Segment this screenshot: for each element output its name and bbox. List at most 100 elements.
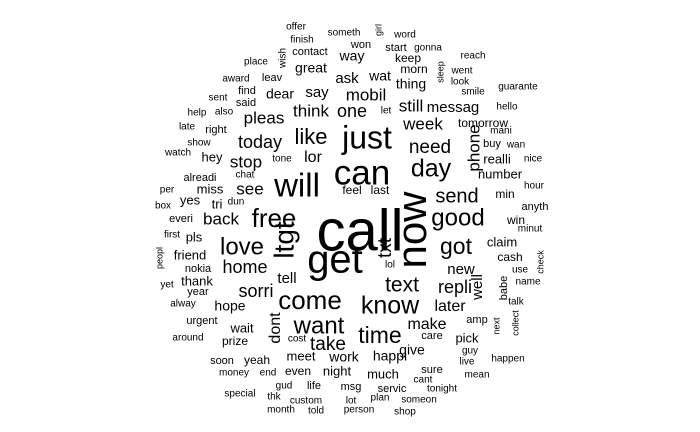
word-time: time — [358, 322, 401, 348]
word-call: call — [316, 198, 403, 263]
word-take: take — [310, 334, 346, 355]
word-yes: yes — [180, 192, 201, 207]
word-lot: lot — [346, 396, 357, 407]
word-servic: servic — [378, 383, 407, 395]
word-someon: someon — [401, 395, 437, 406]
word-won: won — [350, 39, 371, 51]
word-box: box — [155, 201, 171, 212]
word-urgent: urgent — [186, 315, 217, 327]
word-friend: friend — [174, 247, 207, 262]
word-stop: stop — [230, 152, 262, 171]
word-someth: someth — [328, 28, 361, 39]
word-home: home — [222, 257, 267, 277]
word-one: one — [337, 101, 367, 121]
word-back: back — [203, 209, 239, 228]
word-cash: cash — [497, 250, 522, 264]
word-peopl: peopl — [154, 247, 164, 269]
word-first: first — [164, 230, 180, 241]
word-person: person — [344, 405, 375, 416]
word-help: help — [188, 108, 207, 119]
word-tonight: tonight — [427, 384, 457, 395]
word-sorri: sorri — [239, 281, 274, 301]
word-year: year — [187, 286, 209, 298]
word-like: like — [294, 124, 327, 149]
word-msg: msg — [341, 381, 362, 393]
word-hour: hour — [524, 181, 545, 192]
word-hope: hope — [214, 298, 245, 314]
word-think: think — [293, 101, 329, 120]
word-need: need — [409, 137, 451, 158]
word-wat: wat — [368, 68, 391, 84]
word-nokia: nokia — [185, 263, 212, 275]
word-shop: shop — [394, 407, 416, 418]
word-keep: keep — [395, 51, 421, 65]
word-gonna: gonna — [414, 43, 442, 54]
word-get: get — [307, 238, 363, 282]
word-dont: dont — [267, 312, 284, 344]
word-good: good — [431, 204, 484, 231]
word-know: know — [361, 292, 420, 320]
word-send: send — [435, 185, 478, 207]
word-guy: guy — [462, 346, 478, 357]
word-amp: amp — [466, 314, 487, 326]
word-happen: happen — [491, 354, 524, 365]
word-later: later — [434, 298, 466, 315]
word-messag: messag — [427, 99, 480, 116]
word-mobil: mobil — [346, 85, 387, 104]
word-claim: claim — [487, 234, 517, 249]
word-alway: alway — [170, 299, 196, 310]
word-pls: pls — [186, 229, 203, 244]
word-life: life — [307, 380, 321, 392]
word-collect: collect — [510, 310, 520, 336]
word-nice: nice — [524, 154, 543, 165]
word-can: can — [334, 153, 390, 192]
word-wan: wan — [506, 140, 525, 151]
word-meet: meet — [287, 348, 316, 363]
word-now: now — [388, 191, 435, 269]
word-minut: minut — [518, 224, 543, 235]
word-min: min — [495, 187, 514, 201]
word-text: text — [385, 274, 419, 297]
word-award: award — [222, 74, 249, 85]
word-contact: contact — [292, 46, 327, 58]
word-told: told — [308, 406, 324, 417]
word-come: come — [278, 285, 342, 315]
word-tell: tell — [277, 270, 296, 287]
word-love: love — [220, 233, 264, 260]
word-chat: chat — [236, 170, 255, 181]
word-ask: ask — [335, 70, 359, 87]
word-win: win — [506, 213, 525, 227]
word-leav: leav — [262, 72, 283, 84]
word-tomorrow: tomorrow — [458, 116, 508, 130]
word-day: day — [411, 155, 452, 183]
word-sent: sent — [209, 93, 228, 104]
word-yeah: yeah — [244, 353, 270, 367]
word-well: well — [469, 274, 486, 301]
word-number: number — [478, 166, 523, 181]
word-want: want — [293, 312, 345, 339]
word-got: got — [440, 233, 473, 259]
word-care: care — [421, 330, 442, 342]
word-money: money — [219, 368, 249, 379]
word-plan: plan — [371, 393, 390, 404]
word-buy: buy — [483, 138, 501, 150]
word-even: even — [285, 364, 311, 378]
word-soon: soon — [210, 355, 234, 367]
word-work: work — [328, 349, 360, 365]
word-special: special — [224, 389, 255, 400]
word-let: let — [381, 106, 392, 117]
word-lor: lor — [304, 149, 322, 166]
word-show: show — [187, 138, 211, 149]
word-way: way — [339, 48, 365, 64]
word-tri: tri — [212, 196, 223, 211]
word-place: place — [244, 57, 268, 68]
word-thing: thing — [396, 76, 426, 92]
word-happi: happi — [373, 348, 407, 364]
word-offer: offer — [286, 22, 306, 33]
word-watch: watch — [164, 148, 191, 159]
word-much: much — [367, 366, 399, 381]
word-hello: hello — [496, 102, 518, 113]
word-per: per — [160, 185, 175, 196]
